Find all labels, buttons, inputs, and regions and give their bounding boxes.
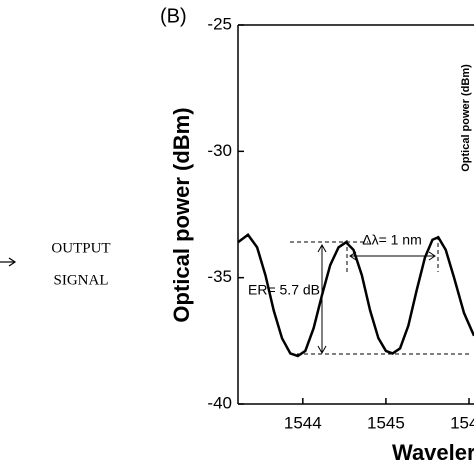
output-label: OUTPUT <box>51 240 110 256</box>
x-tick-label: 1546 <box>450 413 474 432</box>
output-label: SIGNAL <box>54 272 109 288</box>
er-label-bg <box>249 281 319 299</box>
panel-label: (B) <box>160 5 187 27</box>
y-tick-label: -30 <box>207 141 232 160</box>
line-series <box>237 232 474 358</box>
x-tick-label: 1544 <box>284 413 322 432</box>
y-tick-label: -40 <box>207 393 232 412</box>
er-label: ER= 5.7 dB <box>248 282 320 298</box>
y-tick-label: -35 <box>207 267 232 286</box>
input-arrow-head <box>8 257 17 267</box>
er-arrow-heads <box>317 243 327 355</box>
side-label: Optical power (dBm) <box>460 64 472 172</box>
delta-label: Δλ= 1 nm <box>362 232 422 248</box>
x-axis-label: Waveler <box>392 440 474 465</box>
x-tick-label: 1545 <box>367 413 405 432</box>
y-axis-label: Optical power (dBm) <box>169 107 194 322</box>
y-tick-label: -25 <box>207 14 232 33</box>
